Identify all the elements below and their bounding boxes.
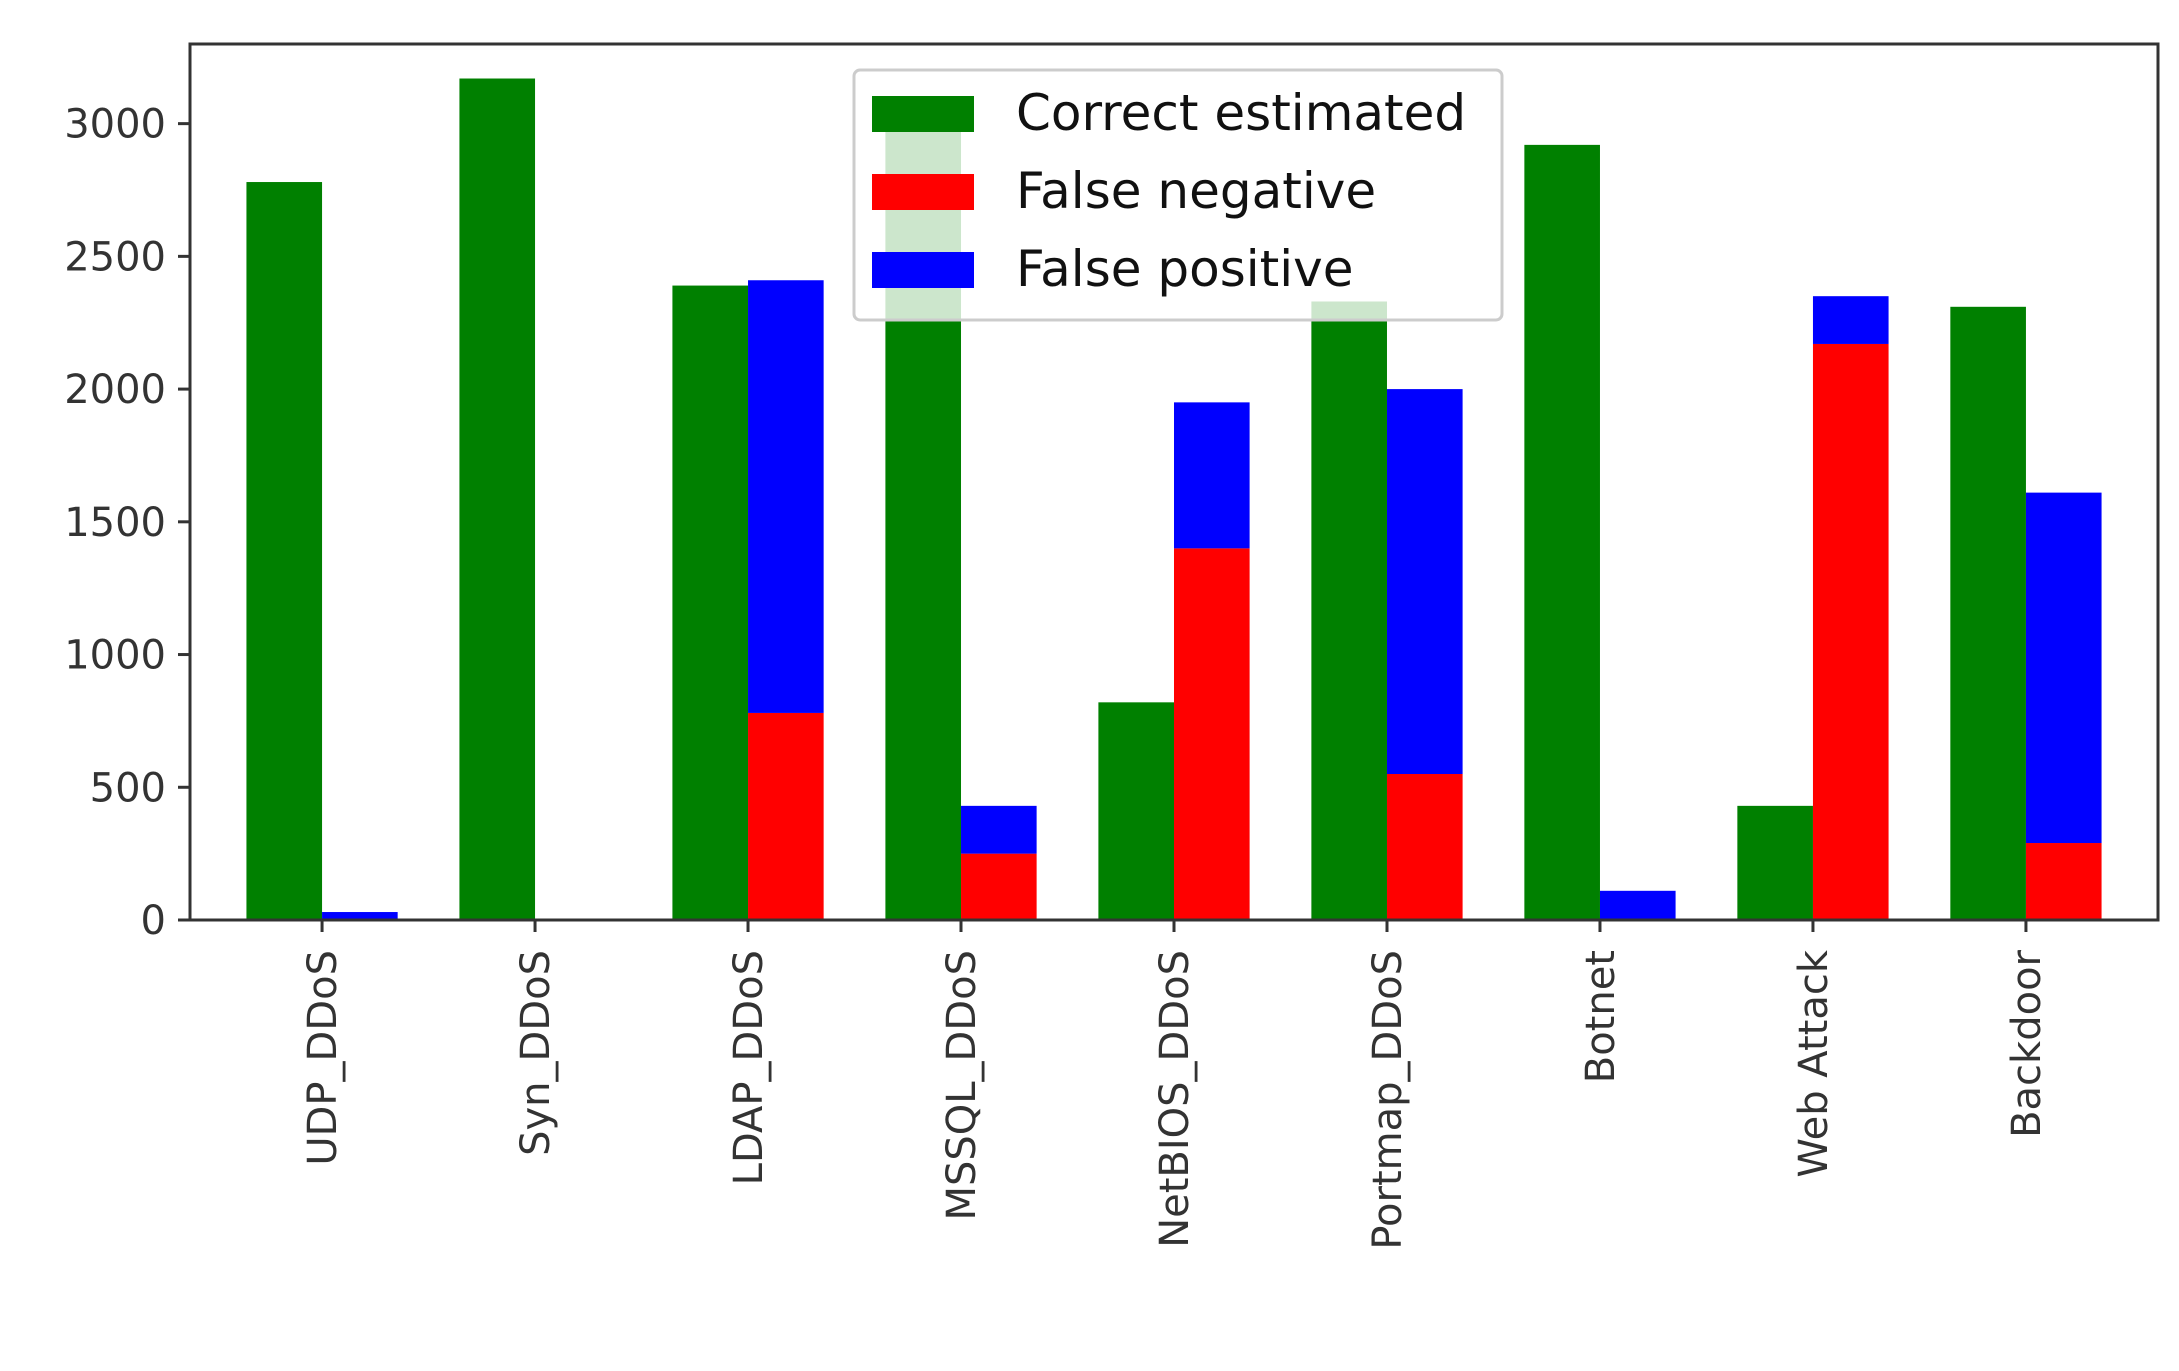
bar-false-negative-ldap-ddos	[748, 712, 824, 920]
bar-false-positive-web-attack	[1812, 296, 1889, 344]
y-tick-label: 1000	[64, 633, 166, 679]
y-tick-label: 2500	[64, 234, 166, 280]
bar-false-positive-mssql-ddos	[961, 805, 1037, 854]
bar-false-negative-portmap-ddos	[1386, 774, 1463, 920]
x-tick-label: NetBIOS_DDoS	[1152, 950, 1198, 1248]
x-tick-label: MSSQL_DDoS	[939, 950, 985, 1221]
bar-correct-ldap-ddos	[672, 285, 749, 921]
bar-correct-web-attack	[1737, 805, 1813, 920]
legend: Correct estimated False negative False pos…	[852, 68, 1504, 322]
legend-box	[852, 68, 1504, 322]
bar-false-positive-backdoor	[2025, 492, 2102, 844]
bar-correct-backdoor	[1950, 306, 2026, 920]
bar-false-negative-mssql-ddos	[961, 853, 1037, 920]
y-tick-label: 0	[141, 898, 166, 944]
bar-correct-netbios-ddos	[1098, 702, 1174, 920]
bar-correct-syn-ddos	[459, 78, 536, 920]
bar-false-negative-backdoor	[2025, 843, 2102, 920]
legend-swatch	[872, 174, 974, 210]
x-tick-label: Web Attack	[1791, 949, 1837, 1177]
x-tick-label: LDAP_DDoS	[726, 950, 772, 1185]
bar-false-negative-netbios-ddos	[1174, 548, 1250, 920]
bar-correct-portmap-ddos	[1311, 301, 1387, 920]
y-tick-label: 1500	[64, 500, 166, 546]
legend-swatch	[872, 96, 974, 132]
legend-label: False positive	[1016, 240, 1354, 298]
y-tick-label: 500	[90, 765, 166, 811]
legend-swatch	[872, 252, 974, 288]
bar-false-positive-portmap-ddos	[1386, 389, 1463, 774]
y-tick-label: 3000	[64, 102, 166, 148]
bar-false-positive-netbios-ddos	[1174, 402, 1250, 549]
x-tick-label: Botnet	[1578, 950, 1624, 1083]
bar-false-positive-botnet	[1599, 890, 1676, 920]
x-tick-label: UDP_DDoS	[300, 950, 346, 1166]
legend-label: Correct estimated	[1016, 84, 1466, 142]
y-tick-label: 2000	[64, 367, 166, 413]
x-axis: UDP_DDoS Syn_DDoS LDAP_DDoS MSSQL_DDoS NetBI…	[300, 920, 2050, 1250]
y-axis: 0 500 1000 1500 2000 2500 3000	[64, 102, 190, 944]
bar-false-positive-ldap-ddos	[748, 280, 824, 713]
x-tick-label: Syn_DDoS	[513, 950, 559, 1156]
bar-false-negative-web-attack	[1812, 343, 1889, 920]
legend-label: False negative	[1016, 162, 1376, 220]
x-tick-label: Portmap_DDoS	[1365, 950, 1411, 1250]
x-tick-label: Backdoor	[2004, 949, 2050, 1137]
bar-false-positive-udp-ddos	[322, 912, 398, 920]
bar-correct-botnet	[1524, 144, 1600, 920]
bar-correct-udp-ddos	[246, 182, 323, 920]
